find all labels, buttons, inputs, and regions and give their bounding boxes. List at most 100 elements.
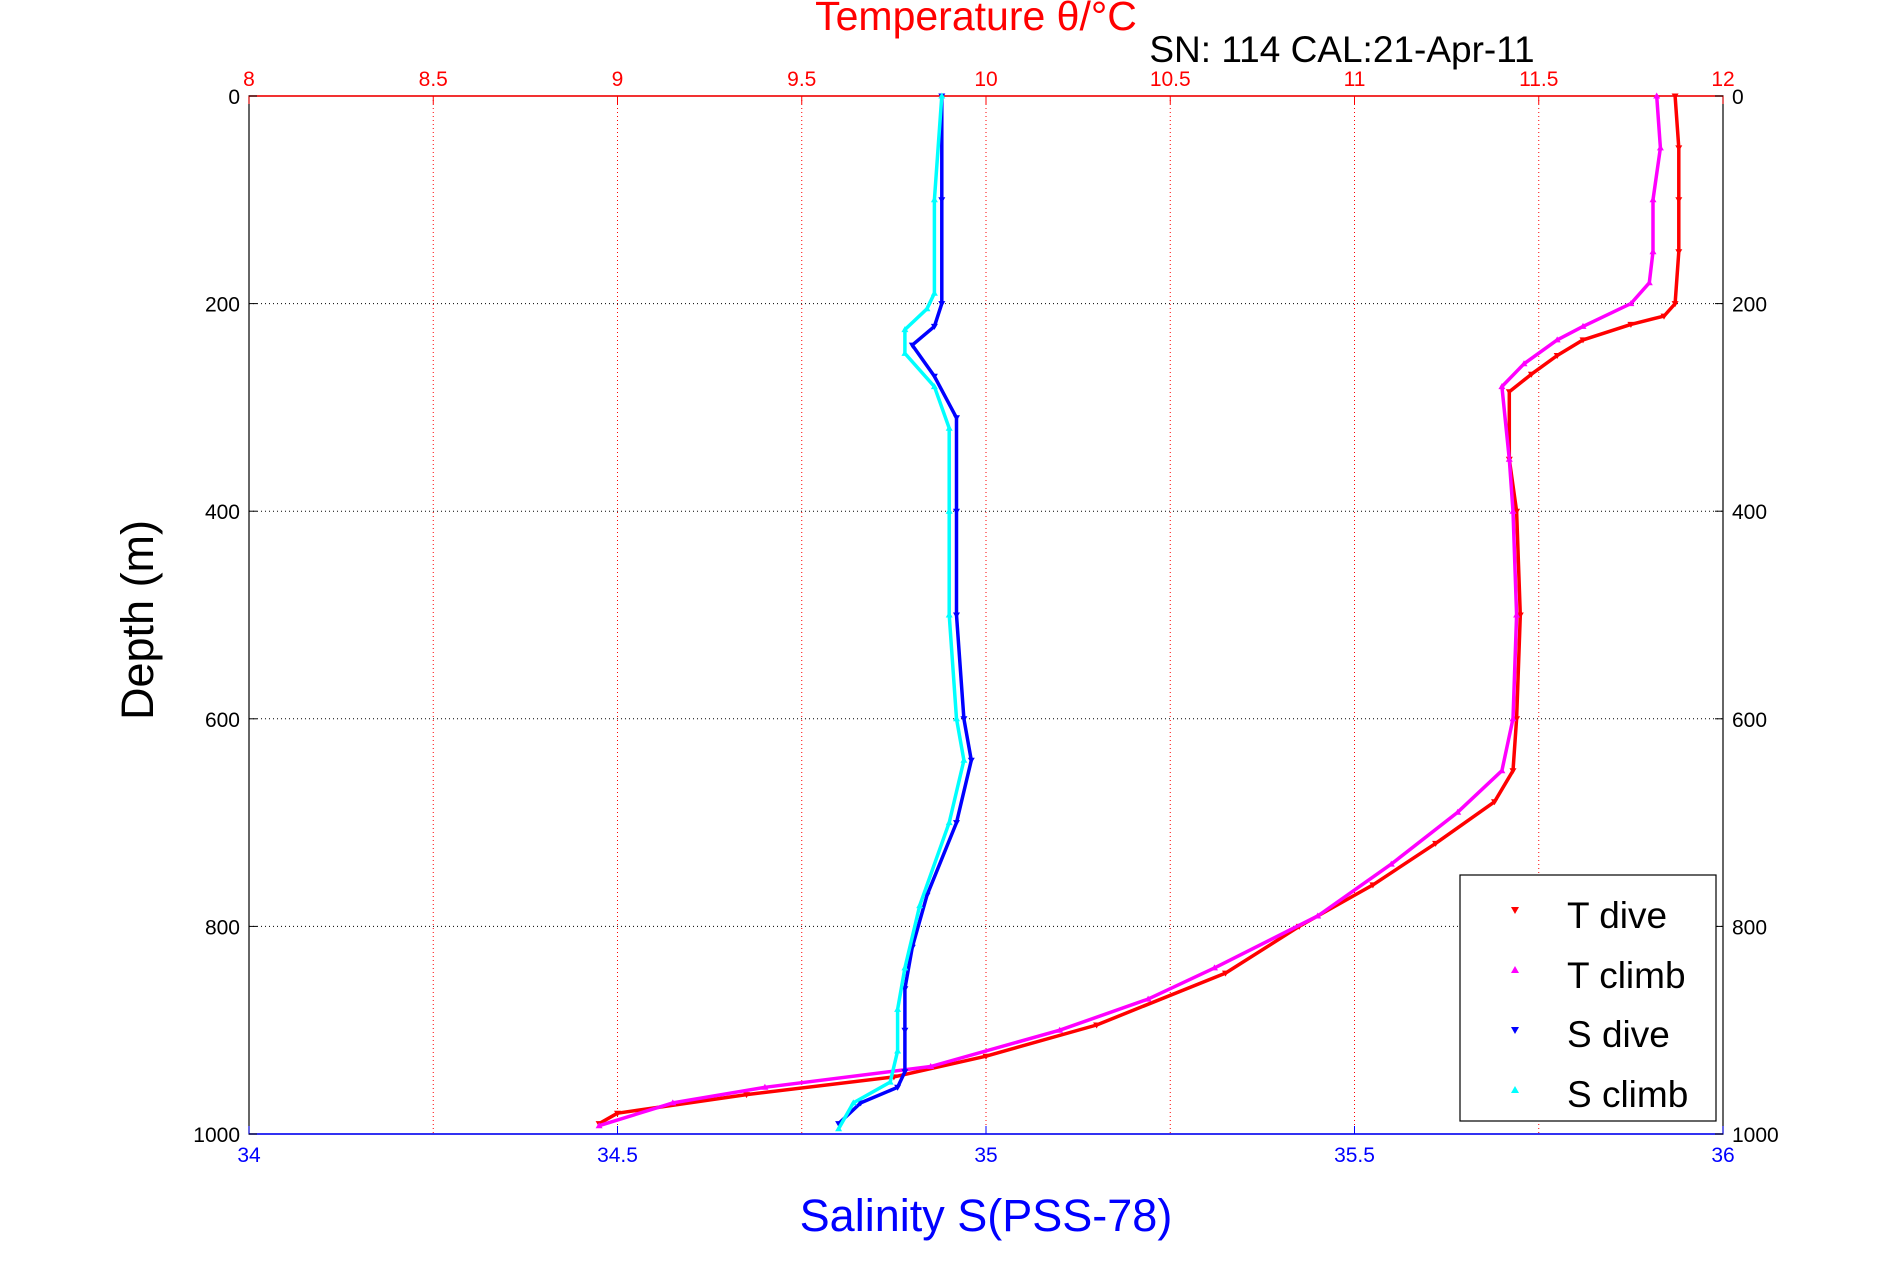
series-line-s-dive — [837, 96, 974, 1125]
data-point-s-climb — [938, 92, 946, 99]
data-point-t-dive — [1553, 353, 1561, 359]
depth-tick-label: 200 — [1732, 294, 1767, 317]
temperature-tick-label: 9.5 — [787, 68, 816, 91]
depth-tick-label: 400 — [1732, 501, 1767, 524]
legend-marker-s-dive — [1511, 1027, 1519, 1034]
data-point-s-climb — [945, 424, 953, 431]
data-point-t-climb — [1649, 196, 1657, 203]
data-point-t-climb — [1509, 507, 1517, 514]
data-point-s-climb — [894, 1047, 902, 1054]
legend-label-s-climb: S climb — [1567, 1074, 1688, 1115]
data-point-t-dive — [1516, 612, 1524, 619]
data-point-t-dive — [1579, 337, 1587, 344]
salinity-tick-label: 34 — [237, 1144, 261, 1167]
data-point-t-climb — [1513, 611, 1521, 618]
data-point-t-dive — [1675, 145, 1683, 152]
data-point-s-dive — [938, 301, 946, 308]
salinity-tick-label: 34.5 — [597, 1144, 638, 1167]
legend-label-t-climb: T climb — [1567, 955, 1686, 996]
data-point-t-dive — [1509, 768, 1517, 775]
data-point-s-climb — [945, 611, 953, 618]
data-point-s-climb — [901, 326, 909, 333]
depth-tick-label: 400 — [205, 501, 240, 524]
y-axis-label: Depth (m) — [112, 520, 163, 720]
data-point-s-climb — [930, 289, 938, 296]
legend-marker-s-climb — [1511, 1086, 1519, 1093]
data-point-s-dive — [953, 612, 960, 619]
data-point-s-climb — [886, 1078, 894, 1085]
data-point-s-climb — [835, 1125, 843, 1132]
data-point-s-climb — [930, 383, 938, 390]
data-point-t-dive — [1222, 970, 1229, 977]
chart-title: Temperature θ/°C — [815, 0, 1137, 39]
data-point-t-dive — [1093, 1022, 1101, 1029]
data-point-t-climb — [927, 1063, 935, 1069]
data-point-s-dive — [953, 820, 960, 827]
data-point-s-climb — [901, 964, 909, 971]
depth-tick-label: 200 — [205, 294, 240, 317]
data-point-s-climb — [945, 507, 953, 514]
data-point-t-dive — [1513, 716, 1521, 723]
depth-tick-label: 0 — [228, 86, 240, 109]
data-point-s-dive — [908, 342, 916, 349]
salinity-tick-label: 35.5 — [1334, 1144, 1375, 1167]
data-point-s-dive — [938, 197, 946, 204]
data-point-t-dive — [1660, 313, 1668, 320]
data-point-t-dive — [1513, 508, 1521, 515]
x-axis-label: Salinity S(PSS-78) — [800, 1190, 1173, 1241]
salinity-tick-label: 36 — [1711, 1144, 1734, 1167]
data-point-t-climb — [1579, 322, 1587, 329]
data-point-t-dive — [743, 1092, 750, 1099]
series — [595, 92, 1683, 1132]
legend-marker-t-climb — [1511, 966, 1519, 973]
data-point-s-dive — [967, 757, 975, 764]
data-point-t-climb — [1056, 1026, 1064, 1033]
data-point-t-dive — [1671, 301, 1679, 308]
data-point-t-climb — [1656, 144, 1664, 151]
data-point-t-dive — [1675, 197, 1683, 204]
chart-subtitle: SN: 114 CAL:21-Apr-11 — [1149, 29, 1534, 70]
data-point-s-climb — [930, 196, 938, 203]
data-point-t-climb — [1649, 248, 1657, 255]
data-point-s-climb — [923, 305, 931, 312]
data-point-t-climb — [1505, 455, 1513, 462]
data-point-s-dive — [901, 1069, 909, 1076]
legend-marker-t-dive — [1511, 907, 1519, 914]
legend-label-s-dive: S dive — [1567, 1014, 1670, 1055]
data-point-t-climb — [1509, 715, 1517, 722]
data-point-t-dive — [614, 1110, 621, 1117]
depth-tick-label: 600 — [205, 709, 240, 732]
data-point-s-dive — [953, 508, 960, 515]
temperature-tick-label: 9 — [612, 68, 624, 91]
data-point-t-climb — [1454, 808, 1462, 815]
data-point-s-dive — [960, 716, 968, 723]
data-point-t-dive — [1527, 371, 1535, 378]
data-point-t-dive — [1432, 840, 1440, 847]
depth-tick-label: 1000 — [1732, 1124, 1779, 1147]
data-point-t-climb — [1553, 336, 1561, 343]
data-point-t-dive — [1671, 93, 1679, 100]
data-point-s-climb — [916, 902, 924, 909]
data-point-s-dive — [894, 1084, 902, 1091]
axis-ticks: 8 8.5 9 9.5 10 10.5 11 11.5 12 34 34.5 35 35.5 36 0 0 20… — [193, 68, 1778, 1167]
depth-tick-label: 800 — [1732, 916, 1767, 939]
data-point-s-climb — [849, 1099, 857, 1106]
data-point-t-dive — [1627, 321, 1635, 328]
data-point-s-climb — [901, 349, 909, 356]
temperature-tick-label: 11.5 — [1519, 68, 1558, 91]
data-point-t-dive — [982, 1053, 990, 1060]
data-point-t-climb — [761, 1083, 769, 1090]
data-point-s-climb — [894, 1005, 902, 1012]
data-point-s-dive — [857, 1100, 865, 1107]
data-point-t-climb — [1520, 360, 1528, 367]
salinity-tick-label: 35 — [974, 1144, 997, 1167]
data-point-t-dive — [1505, 389, 1513, 396]
data-point-s-dive — [930, 373, 938, 380]
temperature-tick-label: 8.5 — [419, 68, 448, 91]
data-point-s-climb — [945, 819, 953, 826]
data-point-s-dive — [901, 1027, 909, 1034]
temperature-tick-label: 12 — [1711, 68, 1734, 91]
temperature-tick-label: 8 — [243, 68, 255, 91]
legend: T dive T climb S dive S climb — [1459, 874, 1717, 1122]
